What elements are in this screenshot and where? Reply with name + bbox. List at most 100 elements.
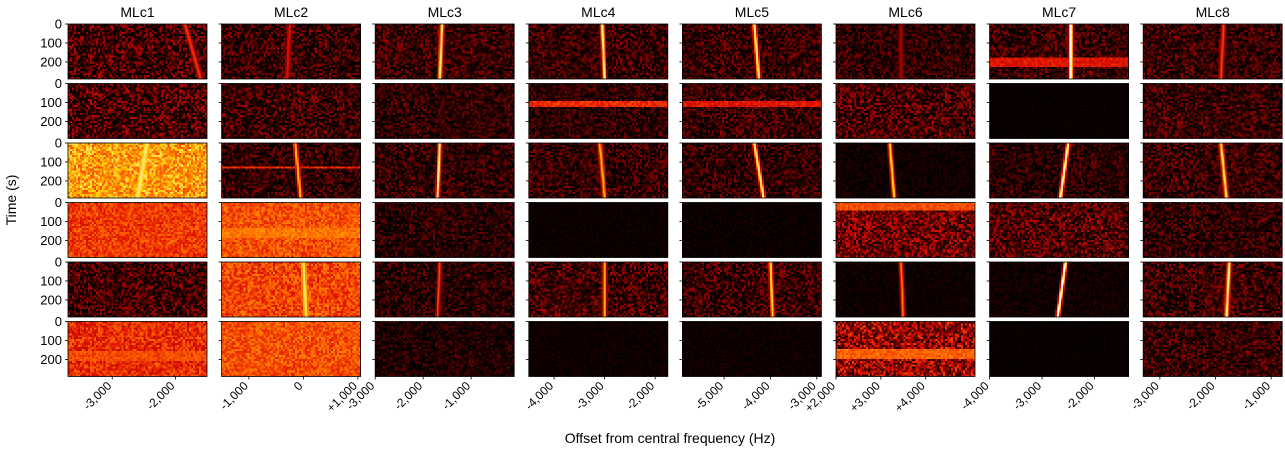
y-tick-label: 100 bbox=[40, 35, 62, 50]
spectrogram-cell bbox=[836, 83, 975, 139]
column-title: MLc5 bbox=[735, 4, 769, 20]
spectrogram-cell bbox=[989, 321, 1129, 377]
spectrogram-cell bbox=[375, 321, 515, 377]
panel-frame bbox=[835, 23, 976, 80]
x-tick-label: -3,000 bbox=[573, 378, 607, 412]
panel-frame bbox=[682, 83, 822, 139]
spectrogram-cell bbox=[1143, 262, 1283, 317]
x-tick-label: -3,000 bbox=[1128, 378, 1162, 412]
column-title: MLc6 bbox=[888, 4, 922, 20]
spectrogram-cell bbox=[221, 202, 361, 258]
drift-signal bbox=[900, 261, 904, 318]
panel-frame bbox=[374, 142, 515, 199]
panel-frame bbox=[221, 261, 362, 318]
spectrogram-cell bbox=[682, 321, 822, 377]
spectrogram-cell bbox=[836, 321, 975, 377]
panel-frame bbox=[989, 83, 1129, 139]
panel-frame bbox=[682, 321, 822, 377]
drift-signal bbox=[753, 23, 760, 80]
y-tick-label: 0 bbox=[55, 76, 62, 91]
panel-frame bbox=[67, 23, 208, 80]
y-tick-label: 100 bbox=[40, 273, 62, 288]
x-tick-label: -4,000 bbox=[958, 378, 992, 412]
spectrogram-cell bbox=[68, 143, 207, 198]
panel-frame bbox=[221, 83, 362, 139]
panel-frame bbox=[221, 321, 362, 377]
spectrogram-cell bbox=[682, 143, 822, 198]
y-tick-label: 100 bbox=[40, 95, 62, 110]
spectrogram-cell bbox=[989, 83, 1129, 139]
spectrogram-cell bbox=[221, 24, 361, 79]
y-tick-label: 0 bbox=[55, 17, 62, 32]
panel-frame bbox=[1142, 261, 1283, 318]
column-title: MLc7 bbox=[1042, 4, 1076, 20]
drift-signal bbox=[286, 23, 291, 80]
spectrogram-cell bbox=[989, 143, 1129, 198]
spectrogram-cell bbox=[68, 262, 207, 317]
panel-frame bbox=[528, 321, 669, 377]
panel-frame bbox=[67, 142, 208, 199]
x-tick-label: -2,000 bbox=[1184, 378, 1218, 412]
drift-signal bbox=[753, 142, 765, 199]
spectrogram-cell bbox=[68, 321, 207, 377]
x-tick-label: -1,000 bbox=[217, 378, 251, 412]
panel-frame bbox=[528, 23, 669, 80]
spectrogram-cell bbox=[221, 143, 361, 198]
drift-signal bbox=[769, 261, 774, 318]
spectrogram-cell bbox=[68, 83, 207, 139]
x-tick-label: -4,000 bbox=[739, 378, 773, 412]
spectrogram-cell bbox=[1143, 202, 1283, 258]
y-axis-label: Time (s) bbox=[3, 175, 19, 226]
x-tick-label: -3,000 bbox=[1010, 378, 1044, 412]
spectrogram-cell bbox=[1143, 143, 1283, 198]
panel-frame bbox=[221, 142, 362, 199]
x-tick-label: 0 bbox=[291, 379, 306, 394]
panel-frame bbox=[989, 261, 1129, 318]
x-tick-label: -2,000 bbox=[391, 378, 425, 412]
spectrogram-cell bbox=[836, 24, 975, 79]
column-title: MLc4 bbox=[581, 4, 615, 20]
x-tick-label: -2,000 bbox=[623, 378, 657, 412]
spectrogram-cell bbox=[375, 83, 515, 139]
spectrogram-cell bbox=[1143, 321, 1283, 377]
panel-frame bbox=[374, 23, 515, 80]
y-tick-label: 200 bbox=[40, 54, 62, 69]
spectrogram-cell bbox=[682, 24, 822, 79]
panel-frame bbox=[682, 261, 822, 318]
x-tick-label: +4,000 bbox=[892, 378, 928, 414]
y-tick-label: 0 bbox=[55, 314, 62, 329]
drift-signal bbox=[436, 142, 441, 199]
y-tick-label: 100 bbox=[40, 214, 62, 229]
x-tick-label: -3,000 bbox=[80, 378, 114, 412]
column-title: MLc3 bbox=[428, 4, 462, 20]
y-tick-label: 200 bbox=[40, 352, 62, 367]
y-tick-label: 0 bbox=[55, 136, 62, 151]
spectrogram-cell bbox=[528, 143, 668, 198]
panel-frame bbox=[528, 142, 669, 199]
drift-signal bbox=[601, 23, 606, 80]
panel-frame bbox=[989, 142, 1129, 199]
drift-signal bbox=[1220, 142, 1228, 199]
spectrogram-cell bbox=[528, 262, 668, 317]
spectrogram-cell bbox=[528, 202, 668, 258]
panel-frame bbox=[835, 261, 976, 318]
x-tick-label: -1,000 bbox=[1239, 378, 1273, 412]
panel-frame bbox=[989, 202, 1129, 258]
y-tick-label: 200 bbox=[40, 114, 62, 129]
panel-frame bbox=[682, 23, 822, 80]
drift-signal bbox=[183, 23, 202, 80]
drift-signal bbox=[439, 23, 444, 80]
spectrogram-cell bbox=[682, 202, 822, 258]
panel-frame bbox=[528, 83, 669, 139]
spectrogram-cell bbox=[989, 24, 1129, 79]
spectrogram-cell bbox=[836, 262, 975, 317]
spectrogram-cell bbox=[528, 83, 668, 139]
drift-signal bbox=[294, 142, 302, 199]
spectrogram-cell bbox=[1143, 24, 1283, 79]
x-tick-label: -5,000 bbox=[692, 378, 726, 412]
x-tick-label: +3,000 bbox=[847, 378, 883, 414]
spectrogram-cell bbox=[68, 24, 207, 79]
drift-signal bbox=[302, 261, 307, 318]
panel-frame bbox=[835, 321, 976, 377]
